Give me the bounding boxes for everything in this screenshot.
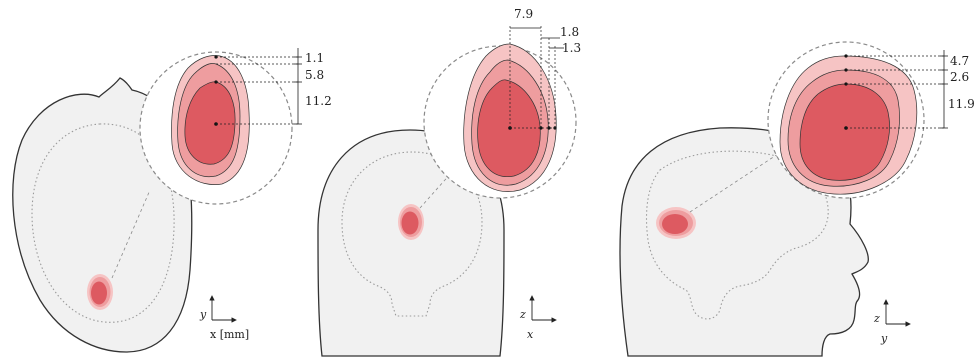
lesion-sagittal (656, 207, 696, 239)
axis-indicator-sagittal: z y (873, 299, 911, 345)
panel-coronal: 7.9 1.8 1.3 z x (317, 7, 581, 357)
zoom-link-sagittal (689, 149, 785, 213)
panel-sagittal: 4.7 2.6 11.9 z y (619, 41, 975, 357)
lesion-coronal (398, 204, 424, 240)
measurement-coronal-3: 1.3 (562, 41, 581, 55)
head-outline-coronal (317, 129, 505, 357)
panel-axial: 1.1 5.8 11.2 y x [mm] (12, 48, 332, 353)
zoom-circle-axial (139, 48, 302, 205)
axis-label-axial-horizontal: x [mm] (210, 328, 249, 341)
zoom-link-axial (111, 189, 151, 279)
measurement-sagittal-1: 4.7 (950, 54, 969, 68)
measurement-sagittal-3: 11.9 (948, 97, 975, 111)
zoom-circle-coronal (423, 26, 577, 199)
measurement-axial-2: 5.8 (305, 68, 324, 82)
axis-label-axial-vertical: y (199, 308, 207, 321)
axis-label-coronal-vertical: z (519, 308, 526, 321)
axis-label-sagittal-horizontal: y (880, 332, 888, 345)
measurement-coronal-1: 7.9 (514, 7, 533, 21)
zoom-circle-sagittal (767, 41, 948, 199)
zoom-link-coronal (419, 171, 453, 209)
axis-indicator-coronal: z x (519, 295, 557, 341)
measurement-axial-1: 1.1 (305, 51, 324, 65)
axis-indicator-axial: y x [mm] (199, 295, 249, 341)
brain-outline-coronal (341, 151, 483, 317)
measurement-coronal-2: 1.8 (560, 25, 579, 39)
measurement-axial-3: 11.2 (305, 94, 332, 108)
axis-label-coronal-horizontal: x (527, 328, 534, 341)
lesion-axial (87, 274, 113, 310)
measurement-sagittal-2: 2.6 (950, 70, 969, 84)
axis-label-sagittal-vertical: z (873, 312, 880, 325)
